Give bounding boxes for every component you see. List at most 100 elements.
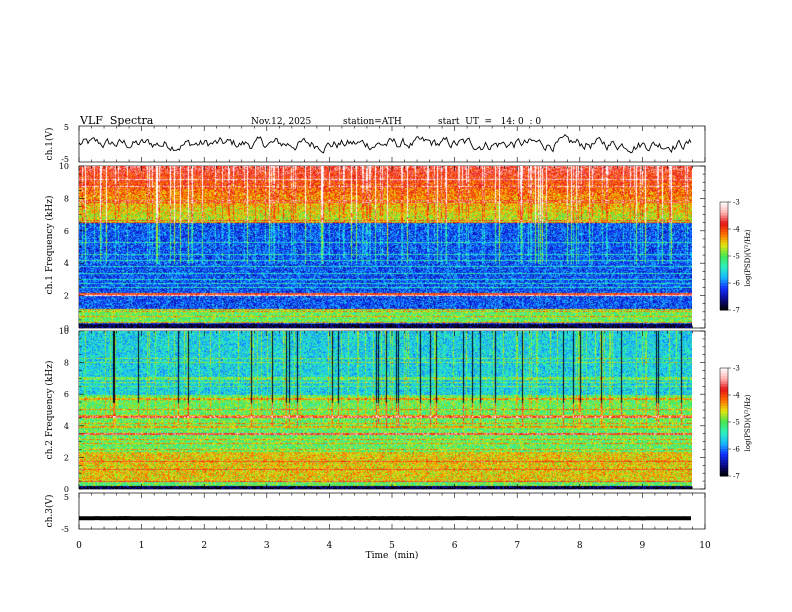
ch2-colorbar-segment — [720, 370, 728, 374]
ch1-colorbar-tick-label: -6 — [733, 280, 740, 288]
x-tick-label: 5 — [389, 541, 395, 551]
x-tick-label: 0 — [76, 541, 82, 551]
ch3-waveform-ytick-bottom: -5 — [61, 525, 69, 534]
x-tick-label: 8 — [577, 541, 583, 551]
ch1-waveform-trace — [78, 134, 692, 154]
x-tick-label: 7 — [514, 541, 520, 551]
ch2-colorbar-segment — [720, 438, 728, 442]
x-axis-label: Time (min) — [366, 550, 419, 561]
ch1-spectrogram-ylabel: ch.1 Frequency (kHz) — [44, 196, 55, 295]
ch1-colorbar-segment — [720, 215, 728, 219]
ch1-colorbar-tick-label: -5 — [733, 253, 740, 261]
ch2-colorbar-segment — [720, 392, 728, 396]
ch2-colorbar-segment — [720, 397, 728, 401]
ch3-waveform-ytick-top: 5 — [64, 493, 69, 502]
ch2-colorbar-segment — [720, 389, 728, 393]
ch2-colorbar-segment — [720, 457, 728, 461]
ch1-spectrogram-xticks — [78, 166, 706, 328]
ch1-colorbar-segment — [720, 277, 728, 281]
ch1-colorbar-segment — [720, 220, 728, 225]
ch2-colorbar-segment — [720, 376, 728, 380]
ch2-colorbar-segment — [720, 403, 728, 407]
ch2-colorbar-segment — [720, 462, 728, 466]
ch2-colorbar-segment — [720, 446, 728, 450]
ch1-colorbar-segment — [720, 301, 728, 306]
ch2-spectrogram-xticks — [78, 331, 706, 489]
ch2-colorbar-segment — [720, 386, 728, 391]
ch2-colorbar-segment — [720, 449, 728, 453]
ch1-spectrogram-ytick-label: 0 — [64, 324, 69, 333]
ch1-colorbar-segment — [720, 250, 728, 254]
ch1-colorbar-segment — [720, 293, 728, 297]
ch1-colorbar-segment — [720, 253, 728, 257]
ch1-colorbar-segment — [720, 239, 728, 243]
ch2-spectrogram-ytick-label: 0 — [64, 485, 69, 494]
ch3-waveform-ylabel: ch.3(V) — [44, 495, 55, 528]
ch3-waveform-ticks — [78, 493, 706, 529]
ch2-spectrogram-ytick-label: 10 — [59, 327, 69, 336]
ch1-spectrogram-ytick-label: 8 — [64, 194, 69, 203]
ch2-colorbar-segment — [720, 467, 728, 472]
ch1-colorbar-segment — [720, 212, 728, 216]
ch2-colorbar-segment — [720, 373, 728, 377]
ch1-colorbar-segment — [720, 210, 728, 214]
ch2-colorbar-label: log(PSD)(V²/Hz) — [744, 394, 752, 451]
ch2-colorbar-segment — [720, 459, 728, 463]
ch2-colorbar-segment — [720, 424, 728, 428]
ch2-colorbar-segment — [720, 395, 728, 399]
ch2-colorbar-tick-label: -3 — [733, 365, 740, 373]
ch1-waveform-ytick-top: 5 — [64, 123, 69, 132]
ch1-spectrogram-ytick-label: 4 — [64, 259, 69, 268]
ch2-colorbar-segment — [720, 419, 728, 423]
ch1-spectrogram-ytick-label: 10 — [59, 162, 69, 171]
ch2-colorbar-segment — [720, 470, 728, 474]
ch2-colorbar-segment — [720, 432, 728, 436]
ch1-colorbar-segment — [720, 247, 728, 252]
ch1-colorbar-segment — [720, 291, 728, 295]
ch1-colorbar-segment — [720, 256, 728, 260]
ch1-colorbar-segment — [720, 237, 728, 241]
x-axis-tick-labels: 0 1 2 3 4 5 6 7 8 9 10 — [76, 541, 711, 551]
ch2-colorbar-segment — [720, 435, 728, 439]
ch1-colorbar-segment — [720, 299, 728, 303]
ch2-colorbar-segment — [720, 416, 728, 420]
ch2-spectrogram-ytick-label: 2 — [64, 453, 69, 462]
ch1-colorbar-segment — [720, 234, 728, 238]
ch2-spectrogram-ylabel: ch.2 Frequency (kHz) — [44, 361, 55, 460]
ch1-waveform-ylabel: ch.1(V) — [44, 128, 55, 161]
ch1-colorbar-segment — [720, 218, 728, 222]
ch1-colorbar-tick-label: -4 — [733, 226, 740, 234]
ch1-colorbar-segment — [720, 245, 728, 249]
ch1-colorbar-segment — [720, 269, 728, 273]
ch2-colorbar-segment — [720, 368, 728, 372]
ch2-colorbar-segment — [720, 443, 728, 447]
ch1-colorbar-segment — [720, 274, 728, 279]
ch2-colorbar-segment — [720, 440, 728, 445]
x-tick-label: 6 — [452, 541, 458, 551]
ch1-spectrogram-ytick-label: 2 — [64, 292, 69, 301]
ch1-colorbar-tick-label: -3 — [733, 199, 740, 207]
ch1-colorbar-segment — [720, 272, 728, 276]
ch1-colorbar-segment — [720, 283, 728, 287]
ch1-colorbar-segment — [720, 226, 728, 230]
ch2-colorbar-segment — [720, 400, 728, 404]
ch1-colorbar-segment — [720, 307, 728, 311]
ch1-colorbar-segment — [720, 261, 728, 265]
ch1-colorbar-segment — [720, 258, 728, 262]
ch2-colorbar-tick-label: -4 — [733, 392, 740, 400]
ch1-colorbar-segment — [720, 264, 728, 268]
ch1-colorbar-segment — [720, 229, 728, 233]
ch1-spectrogram-yticks: 0 2 4 6 8 10 — [59, 162, 705, 333]
ch2-colorbar-segment — [720, 427, 728, 431]
ch1-colorbar-segment — [720, 304, 728, 308]
ch2-colorbar-segment — [720, 422, 728, 426]
ch1-colorbar-segment — [720, 266, 728, 270]
ch1-colorbar-segment — [720, 231, 728, 235]
chart-title: VLF Spectra — [79, 114, 154, 127]
x-tick-label: 10 — [699, 541, 711, 551]
chart-date: Nov.12, 2025 — [251, 117, 312, 127]
x-tick-label: 3 — [264, 541, 270, 551]
ch2-colorbar-segment — [720, 454, 728, 458]
ch2-colorbar-segment — [720, 465, 728, 469]
ch1-colorbar-segment — [720, 223, 728, 227]
